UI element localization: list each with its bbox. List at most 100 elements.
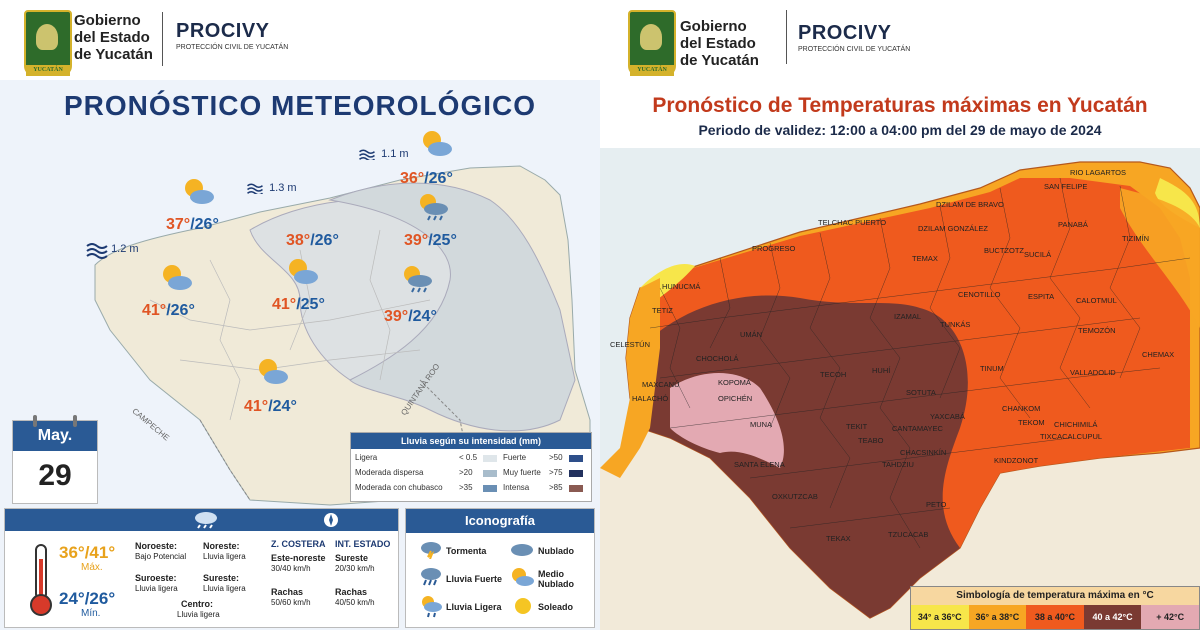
summary-box: 36°/41° Máx. 24°/26° Mín. Noroeste: Bajo… [4,508,399,628]
region-title: Centro: [181,599,213,609]
region-title: Suroeste: [135,573,177,583]
region-desc: Bajo Potencial [135,552,187,561]
gust-label: Rachas [335,587,368,597]
temperature-panel: YUCATÁN Gobierno del Estado de Yucatán P… [600,0,1200,630]
sun-rain-icon [404,266,432,293]
icon-label: Soleado [538,602,574,612]
legend-value: < 0.5 [459,453,478,462]
page-title: Pronóstico de Temperaturas máximas en Yu… [652,94,1148,117]
legend-item: Intensa [503,483,530,492]
sun-rain-icon [420,194,448,221]
region-desc: Lluvia ligera [135,584,178,593]
header: YUCATÁN Gobierno del Estado de Yucatán P… [600,0,1200,80]
min-label: Mín. [81,608,101,619]
legend-value: >75 [549,468,563,477]
wave-height-north: 1.3 m [244,182,297,195]
legend-cell: 34° a 36°C [911,605,969,629]
temp-center: 41°/25° [272,296,325,313]
procivy-subtitle: PROTECCIÓN CIVIL DE YUCATÁN [176,44,289,51]
temp-northwest: 37°/26° [166,216,219,233]
peninsula-map [94,165,591,506]
interior-wind: Sureste [335,553,369,563]
sun-cloud-icon [289,259,318,284]
icon-label: Medio Nublado [538,569,574,589]
interior-gust: 40/50 km/h [335,598,375,607]
storm-icon [421,542,441,559]
legend-swatch [483,455,497,462]
forecast-panel: YUCATÁN Gobierno del Estado de Yucatán P… [0,0,600,630]
header-divider [786,10,787,64]
legend-title: Simbología de temperatura máxima en °C [911,587,1199,605]
region-desc: Lluvia ligera [203,552,246,561]
yucatan-seal-icon: YUCATÁN [24,10,72,76]
region-title: Noreste: [203,541,240,551]
temp-northeast-coast: 36°/26° [400,170,453,187]
legend-cell: + 42°C [1141,605,1199,629]
max-label: Máx. [81,562,103,573]
wave-icon [359,149,375,161]
icon-label: Lluvia Fuerte [446,574,503,584]
calendar-day: 29 [38,459,72,492]
legend-swatch [569,485,583,492]
iconography-title: Iconografía [406,509,594,533]
gust-label: Rachas [271,587,304,597]
page-title: PRONÓSTICO METEOROLÓGICO [63,90,536,121]
legend-cell: 40 a 42°C [1083,605,1142,629]
icon-label: Tormenta [446,546,487,556]
temp-west: 41°/26° [142,302,195,319]
thermometer-icon [30,544,52,616]
light-rain-icon [422,596,442,618]
legend-item: Moderada con chubasco [355,483,443,492]
legend-item: Moderada dispersa [355,468,424,477]
legend-swatch [483,485,497,492]
region-desc: Lluvia ligera [177,610,220,619]
temp-south: 41°/24° [244,398,297,415]
procivy-logo: PROCIVY [798,22,892,44]
coast-wind: Este-noreste [271,553,326,563]
icon-label: Nublado [538,546,574,556]
procivy-subtitle: PROTECCIÓN CIVIL DE YUCATÁN [798,46,911,53]
coast-gust: 50/60 km/h [271,598,311,607]
legend-value: >35 [459,483,473,492]
rain-legend: Lluvia según su intensidad (mm) Ligera <… [350,432,592,502]
procivy-logo: PROCIVY [176,20,270,42]
min-temp-range: 24°/26° [59,589,116,608]
coast-speed: 30/40 km/h [271,564,311,573]
calendar-month: May. [13,421,97,451]
yucatan-seal-icon: YUCATÁN [628,10,676,76]
sun-cloud-icon [423,131,452,156]
iconography-box: Iconografía Tormenta Nublado Lluvia Fuer… [405,508,595,628]
heavy-rain-icon [421,568,441,586]
header-divider [162,12,163,66]
temperature-map [600,148,1200,630]
interior-speed: 20/30 km/h [335,564,375,573]
sun-icon [515,598,531,614]
page-subtitle: Periodo de validez: 12:00 a 04:00 pm del… [698,122,1102,138]
temp-east: 39°/24° [384,308,437,325]
government-name: Gobierno del Estado de Yucatán [680,18,759,69]
sun-cloud-icon [163,265,192,290]
wave-height-northeast: 1.1 m [356,148,409,161]
legend-swatch [483,470,497,477]
wave-icon [247,183,263,195]
legend-cell: 36° a 38°C [968,605,1027,629]
region-title: Noroeste: [135,541,178,551]
header: YUCATÁN Gobierno del Estado de Yucatán P… [0,0,600,80]
date-calendar: May. 29 [12,415,98,504]
legend-value: >50 [549,453,563,462]
rain-cloud-icon [195,512,217,529]
rain-legend-title: Lluvia según su intensidad (mm) [351,433,591,449]
legend-item: Muy fuerte [503,468,541,477]
legend-swatch [569,455,583,462]
temp-northeast: 39°/25° [404,232,457,249]
sun-cloud-icon [185,179,214,204]
wave-height-west: 1.2 m [86,238,139,260]
legend-item: Fuerte [503,453,527,462]
icon-label: Lluvia Ligera [446,602,502,612]
legend-swatch [569,470,583,477]
legend-item: Ligera [355,453,378,462]
interior-title: INT. ESTADO [335,539,391,549]
legend-value: >20 [459,468,473,477]
cloud-icon [511,544,533,556]
temperature-legend: Simbología de temperatura máxima en °C 3… [910,586,1200,630]
